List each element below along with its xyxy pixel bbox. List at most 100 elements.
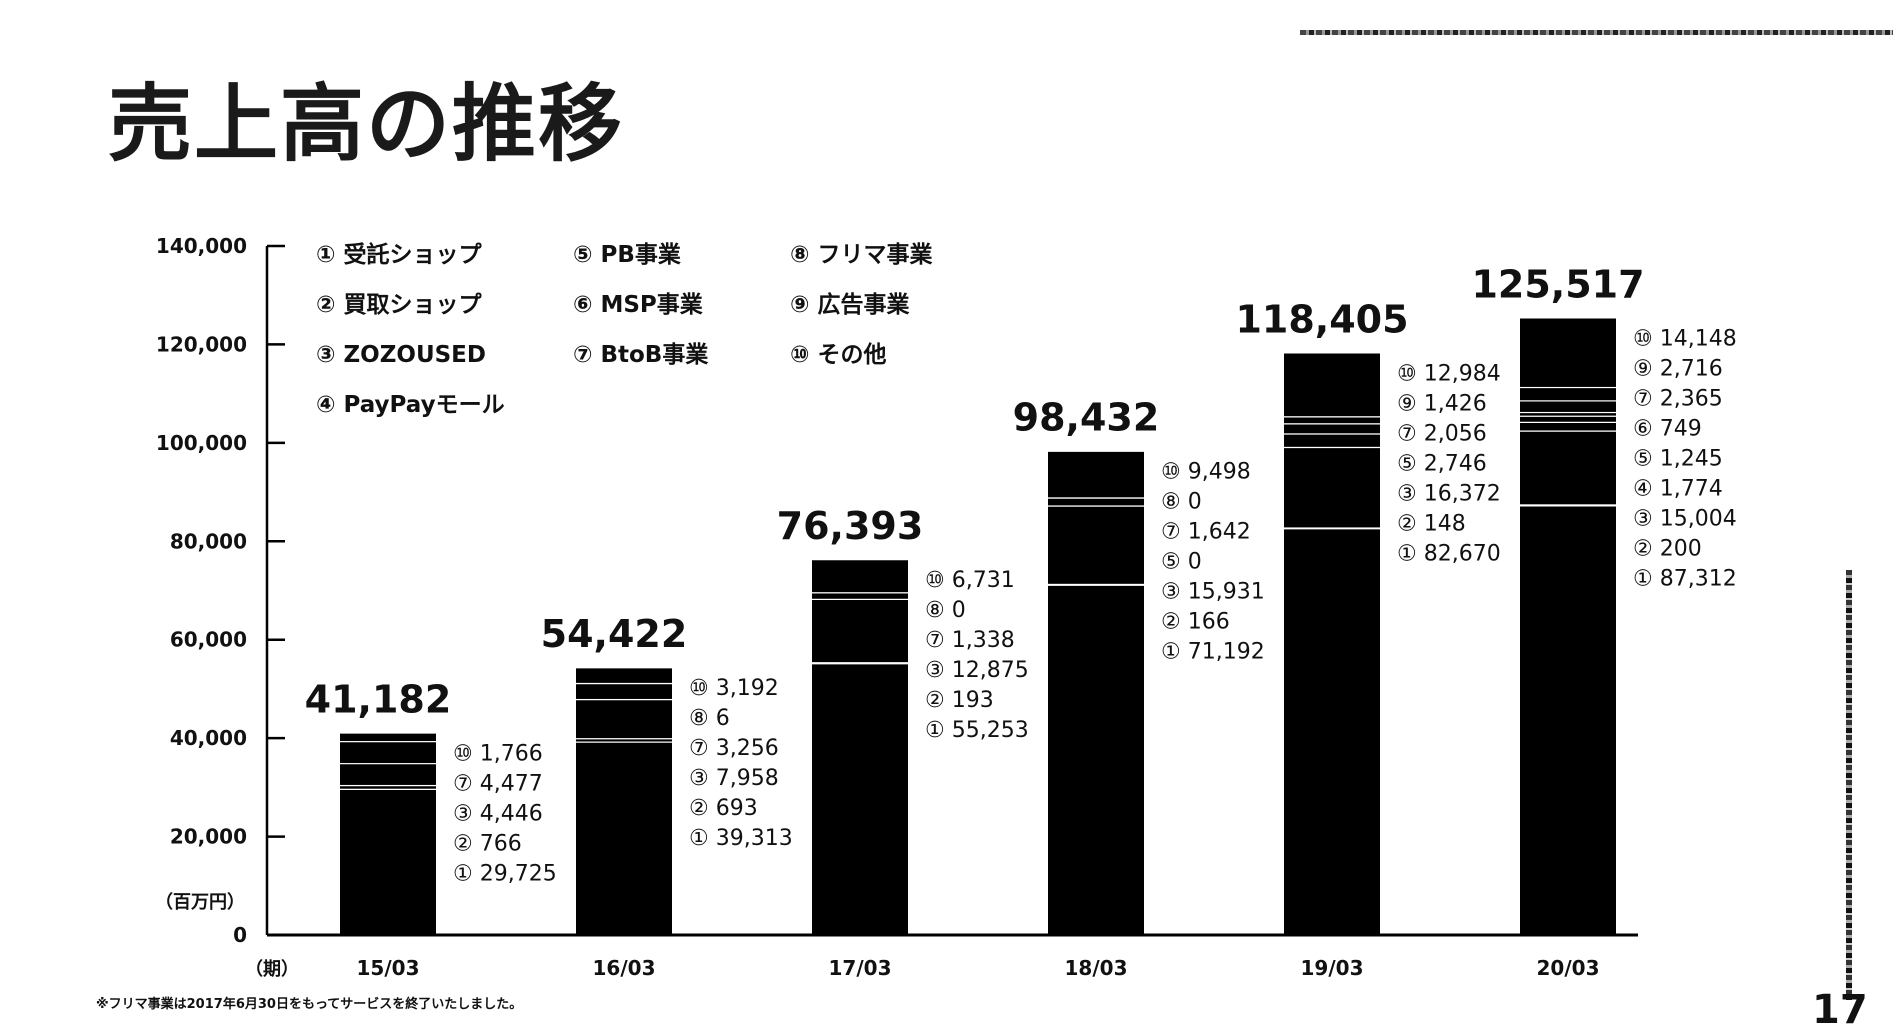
segment-value-label: ① 82,670	[1397, 541, 1501, 566]
segment-value-label: ⑥ 749	[1633, 416, 1702, 441]
page-number: 17	[1812, 990, 1868, 1030]
x-tick-label: 16/03	[593, 956, 656, 980]
x-tick-label: 17/03	[829, 956, 892, 980]
legend-item: ② 買取ショップ	[316, 292, 482, 318]
bar-total-label: 54,422	[541, 612, 688, 656]
bar-segment	[1048, 505, 1144, 583]
segment-value-label: ② 200	[1633, 536, 1702, 561]
bar-segment	[576, 667, 672, 683]
bar-segment	[1520, 317, 1616, 387]
bar-segment	[1284, 423, 1380, 433]
bar-segment	[1520, 422, 1616, 431]
bar-segment	[340, 763, 436, 785]
bar-segment	[812, 663, 908, 935]
segment-value-label: ⑩ 3,192	[689, 676, 779, 701]
legend-item: ⑥ MSP事業	[573, 291, 704, 318]
bar-total-label: 118,405	[1235, 297, 1408, 341]
x-tick-label: 18/03	[1065, 956, 1128, 980]
segment-value-label: ⑩ 6,731	[925, 568, 1015, 593]
segment-value-label: ① 55,253	[925, 718, 1029, 743]
y-tick-label: 20,000	[170, 825, 247, 849]
segment-value-label: ⑦ 1,338	[925, 628, 1015, 653]
footnote: ※フリマ事業は2017年6月30日をもってサービスを終了いたしました。	[96, 993, 522, 1012]
y-tick-label: 80,000	[170, 529, 247, 553]
segment-value-label: ③ 15,004	[1633, 506, 1737, 531]
bar-total-label: 125,517	[1471, 262, 1644, 306]
x-axis-label: （期）	[245, 959, 299, 980]
segment-value-label: ⑩ 12,984	[1397, 361, 1501, 386]
bar-segment	[340, 732, 436, 741]
y-tick-label: 60,000	[170, 628, 247, 652]
bar-total-label: 41,182	[305, 677, 452, 721]
bar-segment	[812, 559, 908, 592]
segment-value-label: ⑦ 2,056	[1397, 421, 1487, 446]
segment-value-label: ① 87,312	[1633, 566, 1737, 591]
segment-value-label: ⑧ 6	[689, 706, 730, 731]
bar-segment	[576, 699, 672, 738]
segment-value-label: ② 166	[1161, 610, 1230, 635]
bar-segment	[340, 789, 436, 935]
bar-total-label: 98,432	[1013, 396, 1160, 440]
segment-value-label: ⑦ 4,477	[453, 771, 543, 796]
x-tick-label: 15/03	[357, 956, 420, 980]
segment-value-label: ② 148	[1397, 511, 1466, 536]
segment-value-label: ⑩ 14,148	[1633, 326, 1737, 351]
legend-item: ⑤ PB事業	[573, 241, 682, 268]
segment-value-label: ④ 1,774	[1633, 476, 1723, 501]
segment-value-label: ⑤ 1,245	[1633, 446, 1723, 471]
segment-value-label: ② 766	[453, 831, 522, 856]
legend-item: ⑦ BtoB事業	[573, 341, 709, 368]
y-tick-label: 120,000	[156, 332, 247, 356]
segment-value-label: ⑨ 1,426	[1397, 391, 1487, 416]
bar-segment	[1048, 451, 1144, 498]
segment-value-label: ① 29,725	[453, 861, 557, 886]
legend-item: ③ ZOZOUSED	[316, 342, 486, 368]
legend-item: ⑨ 広告事業	[790, 291, 910, 318]
bar-segment	[576, 683, 672, 699]
y-unit-label: （百万円）	[155, 892, 245, 913]
bar-segment	[812, 599, 908, 662]
y-tick-label: 140,000	[156, 234, 247, 258]
x-tick-label: 19/03	[1301, 956, 1364, 980]
segment-value-label: ⑤ 2,746	[1397, 451, 1487, 476]
segment-value-label: ⑧ 0	[925, 598, 966, 623]
segment-value-label: ⑦ 2,365	[1633, 386, 1723, 411]
segment-value-label: ③ 7,958	[689, 766, 779, 791]
y-tick-label: 100,000	[156, 431, 247, 455]
segment-value-label: ① 71,192	[1161, 640, 1265, 665]
bar-segment	[340, 741, 436, 763]
segment-value-label: ① 39,313	[689, 826, 793, 851]
segment-value-label: ⑩ 1,766	[453, 741, 543, 766]
bar-segment	[1284, 352, 1380, 416]
y-tick-label: 0	[233, 923, 247, 947]
bar-segment	[1520, 387, 1616, 400]
segment-value-label: ⑨ 2,716	[1633, 356, 1723, 381]
segment-value-label: ② 193	[925, 688, 994, 713]
segment-value-label: ⑩ 9,498	[1161, 460, 1251, 485]
legend-item: ④ PayPayモール	[316, 392, 505, 418]
legend-item: ① 受託ショップ	[316, 241, 482, 268]
segment-value-label: ⑧ 0	[1161, 490, 1202, 515]
bar-segment	[1520, 430, 1616, 504]
segment-value-label: ③ 15,931	[1161, 580, 1265, 605]
bar-segment	[576, 742, 672, 935]
segment-value-label: ③ 4,446	[453, 801, 543, 826]
bar-segment	[1284, 433, 1380, 447]
x-tick-label: 20/03	[1537, 956, 1600, 980]
bar-segment	[1048, 585, 1144, 935]
segment-value-label: ③ 16,372	[1397, 481, 1501, 506]
bar-total-label: 76,393	[777, 504, 924, 548]
legend-item: ⑧ フリマ事業	[790, 241, 933, 268]
segment-value-label: ③ 12,875	[925, 658, 1029, 683]
bar-segment	[1284, 528, 1380, 935]
bar-segment	[1520, 400, 1616, 412]
segment-value-label: ⑦ 3,256	[689, 736, 779, 761]
bar-segment	[1520, 505, 1616, 935]
bar-segment	[1284, 447, 1380, 528]
segment-value-label: ⑦ 1,642	[1161, 520, 1251, 545]
segment-value-label: ⑤ 0	[1161, 550, 1202, 575]
segment-value-label: ② 693	[689, 796, 758, 821]
legend-item: ⑩ その他	[790, 342, 886, 368]
y-tick-label: 40,000	[170, 726, 247, 750]
